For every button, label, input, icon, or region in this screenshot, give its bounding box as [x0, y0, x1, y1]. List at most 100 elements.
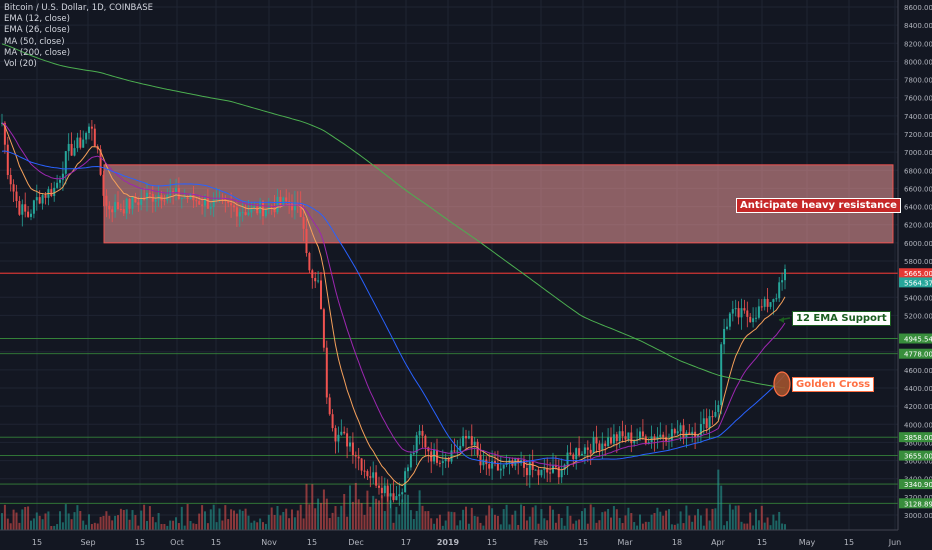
price-label-6: 3340.90	[904, 481, 932, 489]
candle-body-156	[453, 450, 456, 452]
candle-body-238	[691, 431, 694, 435]
volume-bar-60	[175, 517, 177, 530]
candle-body-153	[444, 458, 447, 462]
candle-body-178	[517, 457, 520, 464]
volume-bar-202	[586, 523, 589, 530]
candle-body-215	[624, 436, 627, 440]
candle-body-214	[621, 431, 624, 437]
y-tick-label-9: 6800.00	[904, 167, 932, 175]
candle-body-109	[317, 280, 320, 282]
candle-body-26	[76, 137, 79, 149]
y-tick-label-20: 4200.00	[904, 403, 932, 411]
volume-bar-198	[575, 520, 578, 530]
candle-body-158	[459, 446, 462, 451]
candle-body-7	[21, 204, 24, 215]
volume-bar-204	[592, 507, 595, 530]
volume-bar-223	[647, 521, 650, 530]
volume-bar-160	[465, 506, 467, 530]
volume-bar-87	[253, 520, 256, 530]
volume-bar-209	[607, 508, 610, 530]
x-tick-label-9: 2019	[437, 538, 460, 547]
y-tick-label-2: 8200.00	[904, 40, 932, 48]
candle-body-199	[578, 448, 581, 456]
price-label-bg-7	[899, 498, 932, 509]
volume-bar-149	[433, 523, 436, 530]
x-tick-label-15: Apr	[711, 538, 726, 547]
volume-bar-217	[630, 513, 633, 530]
volume-bar-189	[549, 505, 552, 530]
volume-bar-63	[183, 525, 186, 530]
candle-body-139	[404, 471, 407, 493]
volume-bar-21	[61, 522, 64, 530]
ema-support-annotation: 12 EMA Support	[792, 311, 891, 326]
x-tick-label-6: 15	[307, 538, 317, 547]
candle-body-211	[612, 434, 615, 444]
volume-bar-58	[169, 520, 172, 530]
candle-body-188	[546, 468, 549, 473]
volume-bar-91	[264, 523, 267, 530]
volume-bar-76	[221, 520, 224, 530]
volume-bar-39	[114, 515, 117, 530]
volume-bar-111	[322, 489, 325, 530]
candle-body-121	[351, 442, 354, 456]
volume-bar-231	[670, 524, 673, 530]
volume-bar-31	[90, 524, 93, 530]
volume-bar-212	[615, 509, 618, 530]
volume-bar-56	[163, 524, 166, 530]
volume-bar-210	[610, 517, 612, 530]
volume-bar-179	[520, 504, 523, 530]
candle-body-1	[3, 122, 6, 145]
volume-bar-146	[424, 511, 427, 530]
x-tick-label-8: 17	[401, 538, 411, 547]
candle-body-166	[482, 459, 485, 466]
candle-body-265	[769, 302, 772, 307]
volume-bar-191	[554, 522, 557, 530]
volume-bar-207	[601, 512, 604, 530]
volume-bar-112	[325, 498, 328, 530]
candle-body-15	[44, 195, 47, 198]
volume-bar-187	[543, 518, 546, 530]
candle-body-126	[366, 471, 369, 477]
volume-bar-153	[444, 520, 447, 530]
candle-body-2	[6, 144, 9, 175]
volume-bar-134	[389, 500, 392, 530]
volume-bar-194	[563, 525, 566, 530]
candle-body-8	[24, 204, 27, 212]
x-tick-label-4: 15	[211, 538, 221, 547]
volume-bar-73	[212, 504, 215, 530]
volume-bar-33	[96, 523, 99, 530]
candle-body-262	[760, 306, 763, 308]
volume-bar-13	[38, 515, 41, 530]
volume-bar-47	[137, 525, 140, 530]
volume-bar-145	[421, 505, 424, 530]
volume-bar-106	[308, 504, 311, 530]
candle-body-3	[9, 174, 12, 185]
y-tick-label-15: 5400.00	[904, 294, 932, 302]
candle-body-22	[64, 151, 67, 174]
volume-bar-25	[73, 512, 76, 530]
candle-body-131	[380, 487, 383, 494]
candle-body-44	[128, 198, 131, 209]
price-label-3: 4778.00	[904, 351, 932, 359]
volume-bar-131	[380, 495, 383, 530]
volume-bar-151	[438, 514, 441, 530]
volume-bar-110	[320, 502, 322, 530]
volume-bar-158	[459, 520, 462, 530]
candle-body-269	[781, 280, 784, 283]
volume-bar-43	[125, 509, 128, 530]
candle-body-260	[755, 317, 757, 319]
candle-body-42	[122, 209, 125, 214]
candle-body-144	[418, 430, 421, 436]
candle-body-118	[343, 431, 346, 434]
time-axis-bg	[0, 530, 932, 550]
candle-body-78	[227, 200, 230, 204]
candle-body-142	[412, 452, 415, 455]
candle-body-171	[496, 463, 499, 471]
y-tick-label-1: 8400.00	[904, 22, 932, 30]
volume-bar-129	[375, 498, 378, 530]
volume-bar-95	[276, 505, 279, 530]
candle-body-256	[743, 308, 746, 311]
candle-body-38	[111, 209, 114, 213]
volume-bar-42	[122, 509, 125, 530]
